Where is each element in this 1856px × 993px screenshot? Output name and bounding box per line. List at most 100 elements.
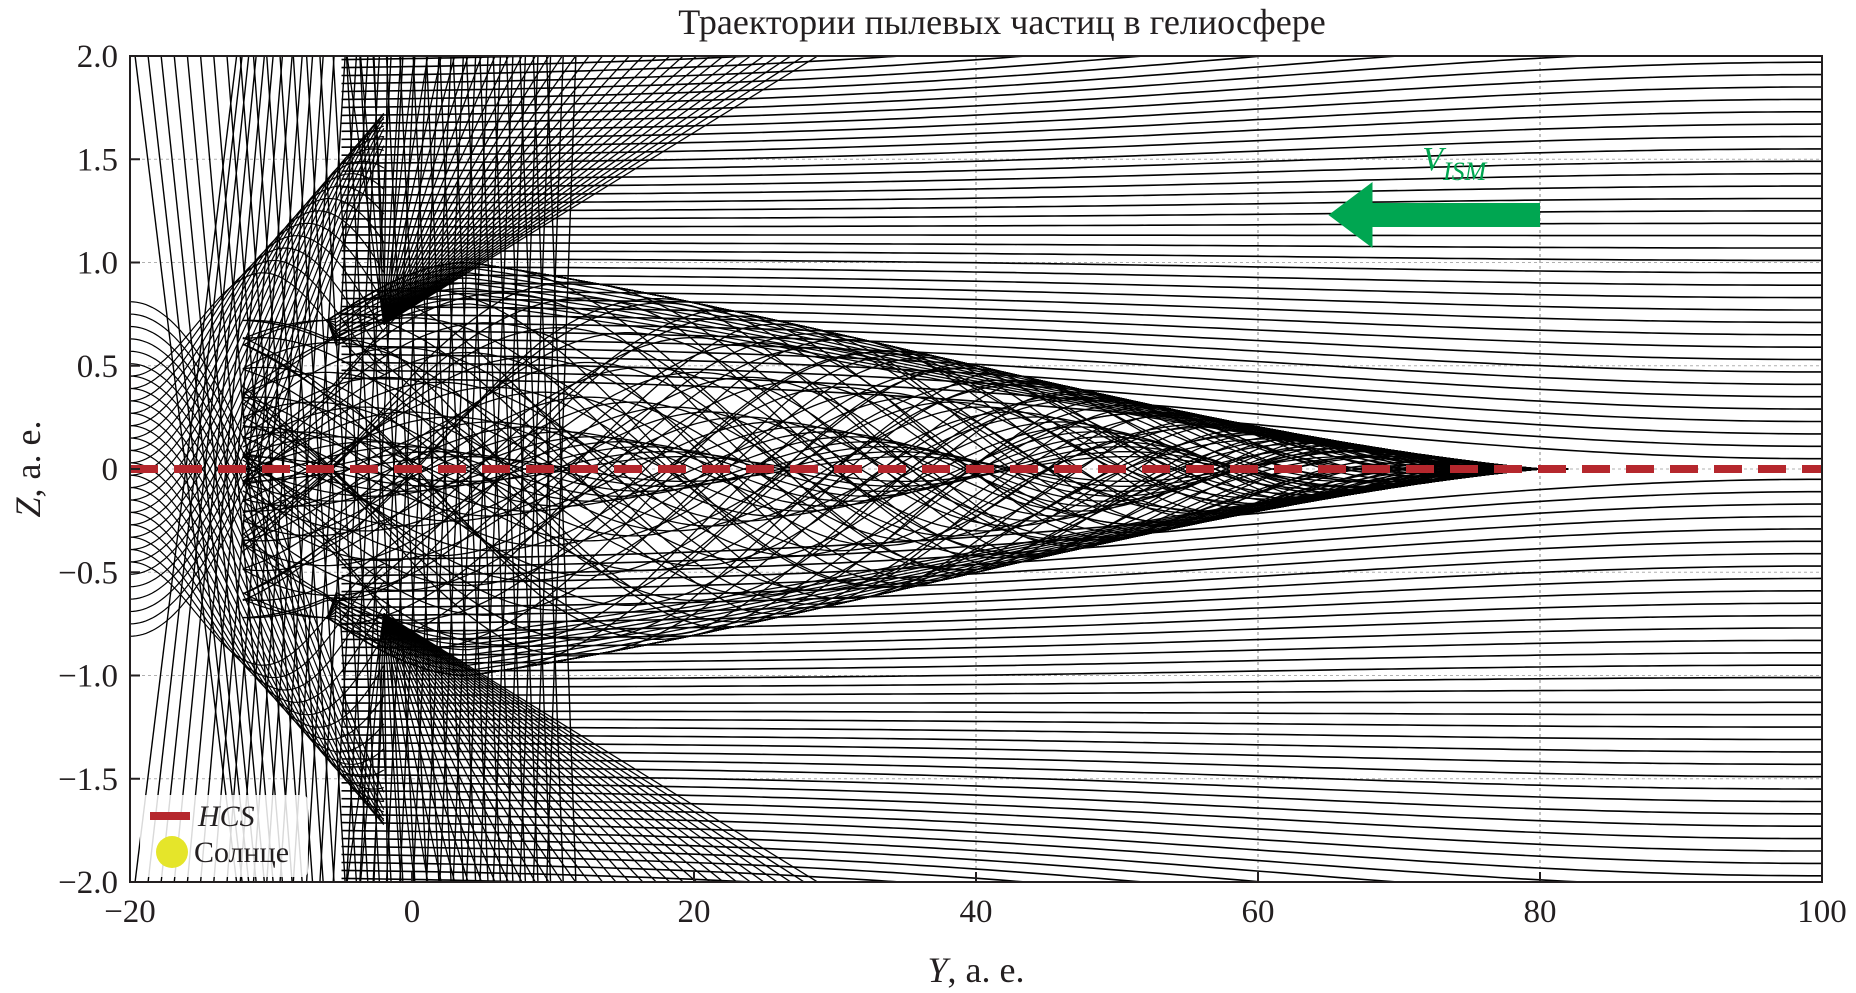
trajectory-curve [341,837,1273,882]
trajectory-curve [383,613,429,882]
trajectory-curve [341,210,1822,220]
trajectory-curve [341,377,1822,460]
trajectory-curve [130,474,385,753]
trajectory-curve [130,561,385,666]
trajectory-curve [383,56,792,325]
trajectory-curve [383,56,483,325]
trajectory-curve [383,613,442,882]
trajectory-curve [130,338,385,817]
trajectory-curve [341,86,1822,141]
y-axis-title-var: Z [8,497,48,518]
trajectory-curve [130,400,385,820]
trajectory-curve [341,56,1036,85]
trajectory-curve [341,273,1822,299]
trajectory-curve [383,56,510,325]
trajectory-curve [383,56,537,325]
trajectory-curve [383,613,590,882]
trajectory-curve [383,56,389,325]
trajectory-curve [359,613,385,882]
legend-hcs-label: HCS [197,800,255,833]
trajectory-curve [383,613,469,882]
trajectory-curve [341,861,912,882]
y-axis-title-unit: , а. е. [8,421,48,498]
trajectory-curve [173,56,257,882]
trajectory-curve [342,902,1823,993]
trajectory-curve [383,56,442,325]
trajectory-curve [383,613,725,882]
trajectory-curve [341,639,1822,665]
trajectory-curve [130,350,385,822]
x-tick-label: 40 [960,894,993,930]
trajectory-curve [383,613,523,882]
legend-sun-swatch [156,836,188,868]
trajectory-curve [383,56,577,325]
x-tick-label: 80 [1524,894,1557,930]
trajectory-curve [341,614,1822,649]
trajectory-curve [341,552,1822,609]
trajectory-curve [341,148,1822,180]
trajectory-curve [383,56,644,325]
trajectory-curve [341,160,1822,188]
x-tick-label: −20 [104,894,156,930]
trajectory-curve [383,56,604,325]
trajectory-curve [383,613,550,882]
trajectory-curve [341,353,1822,423]
trajectory-curve [383,56,671,325]
trajectory-curve [341,222,1822,228]
trajectory-curve [130,487,385,741]
trajectory-curve [546,56,577,882]
y-tick-label: 1.5 [77,142,118,178]
trajectory-curve [341,56,1409,109]
trajectory-curve [383,56,631,325]
x-axis-title: Y, а. е. [928,950,1025,990]
trajectory-curve [341,56,767,69]
x-tick-label: 20 [678,894,711,930]
trajectory-curve [341,853,1036,882]
trajectory-curve [383,56,765,325]
trajectory-curve [130,185,385,464]
vism-annotation: VISM [1328,141,1540,249]
x-tick-label: 60 [1242,894,1275,930]
trajectory-curve [341,540,1822,601]
y-tick-label: −1.5 [58,762,118,798]
trajectory-curve [341,73,1822,133]
trajectory-curve [341,750,1822,778]
y-axis-title: Z, а. е. [8,421,48,518]
trajectory-curve [341,528,1822,593]
x-tick-label: 0 [404,894,421,930]
trajectory-curve [130,173,385,476]
trajectory-curve [383,613,765,882]
trajectory-curve [341,61,1822,125]
trajectory-curve [130,114,385,551]
trajectory-curve [341,329,1822,386]
trajectory-curve [373,56,385,325]
trajectory-curve [341,782,1822,827]
trajectory-curve [341,123,1822,164]
x-axis: −20 0 20 40 60 80 100 [104,872,1847,930]
trajectory-curve [341,710,1822,716]
trajectory-curve [341,718,1822,728]
trajectory-curve [383,56,617,325]
trajectory-curve [130,301,385,793]
trajectory-curve [130,136,385,625]
trajectory-curve [341,305,1822,348]
legend-sun-label: Солнце [194,836,289,869]
trajectory-curve [341,758,1822,790]
trajectory-curve [341,185,1822,204]
trajectory-curve [242,308,1569,619]
trajectory-curve [341,805,1822,865]
y-axis: 2.0 1.5 1.0 0.5 0 −0.5 −1.0 −1.5 −2.0 [58,39,140,901]
trajectory-curve [383,613,563,882]
x-axis-title-unit: , а. е. [948,950,1025,990]
y-tick-label: −1.0 [58,659,118,695]
y-tick-label: 2.0 [77,39,118,75]
trajectory-curve [341,590,1822,633]
trajectory-curve [242,341,1569,597]
trajectory-curve [383,613,671,882]
trajectory-curve [383,56,739,325]
trajectory-curve [342,886,1823,987]
trajectory-curve [130,112,385,563]
trajectory-curve [341,515,1822,585]
trajectory-curve [383,612,819,882]
trajectory-curve [341,321,1822,373]
